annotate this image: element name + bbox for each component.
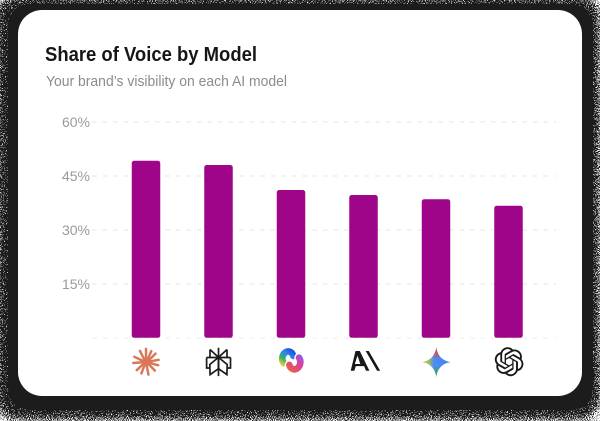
svg-text:30%: 30% <box>62 222 90 238</box>
svg-text:15%: 15% <box>62 276 90 292</box>
svg-text:Your brand’s visibility on eac: Your brand’s visibility on each AI model <box>46 73 287 90</box>
svg-text:45%: 45% <box>62 168 90 184</box>
svg-text:60%: 60% <box>62 114 90 130</box>
svg-text:Share of Voice by Model: Share of Voice by Model <box>45 43 257 66</box>
